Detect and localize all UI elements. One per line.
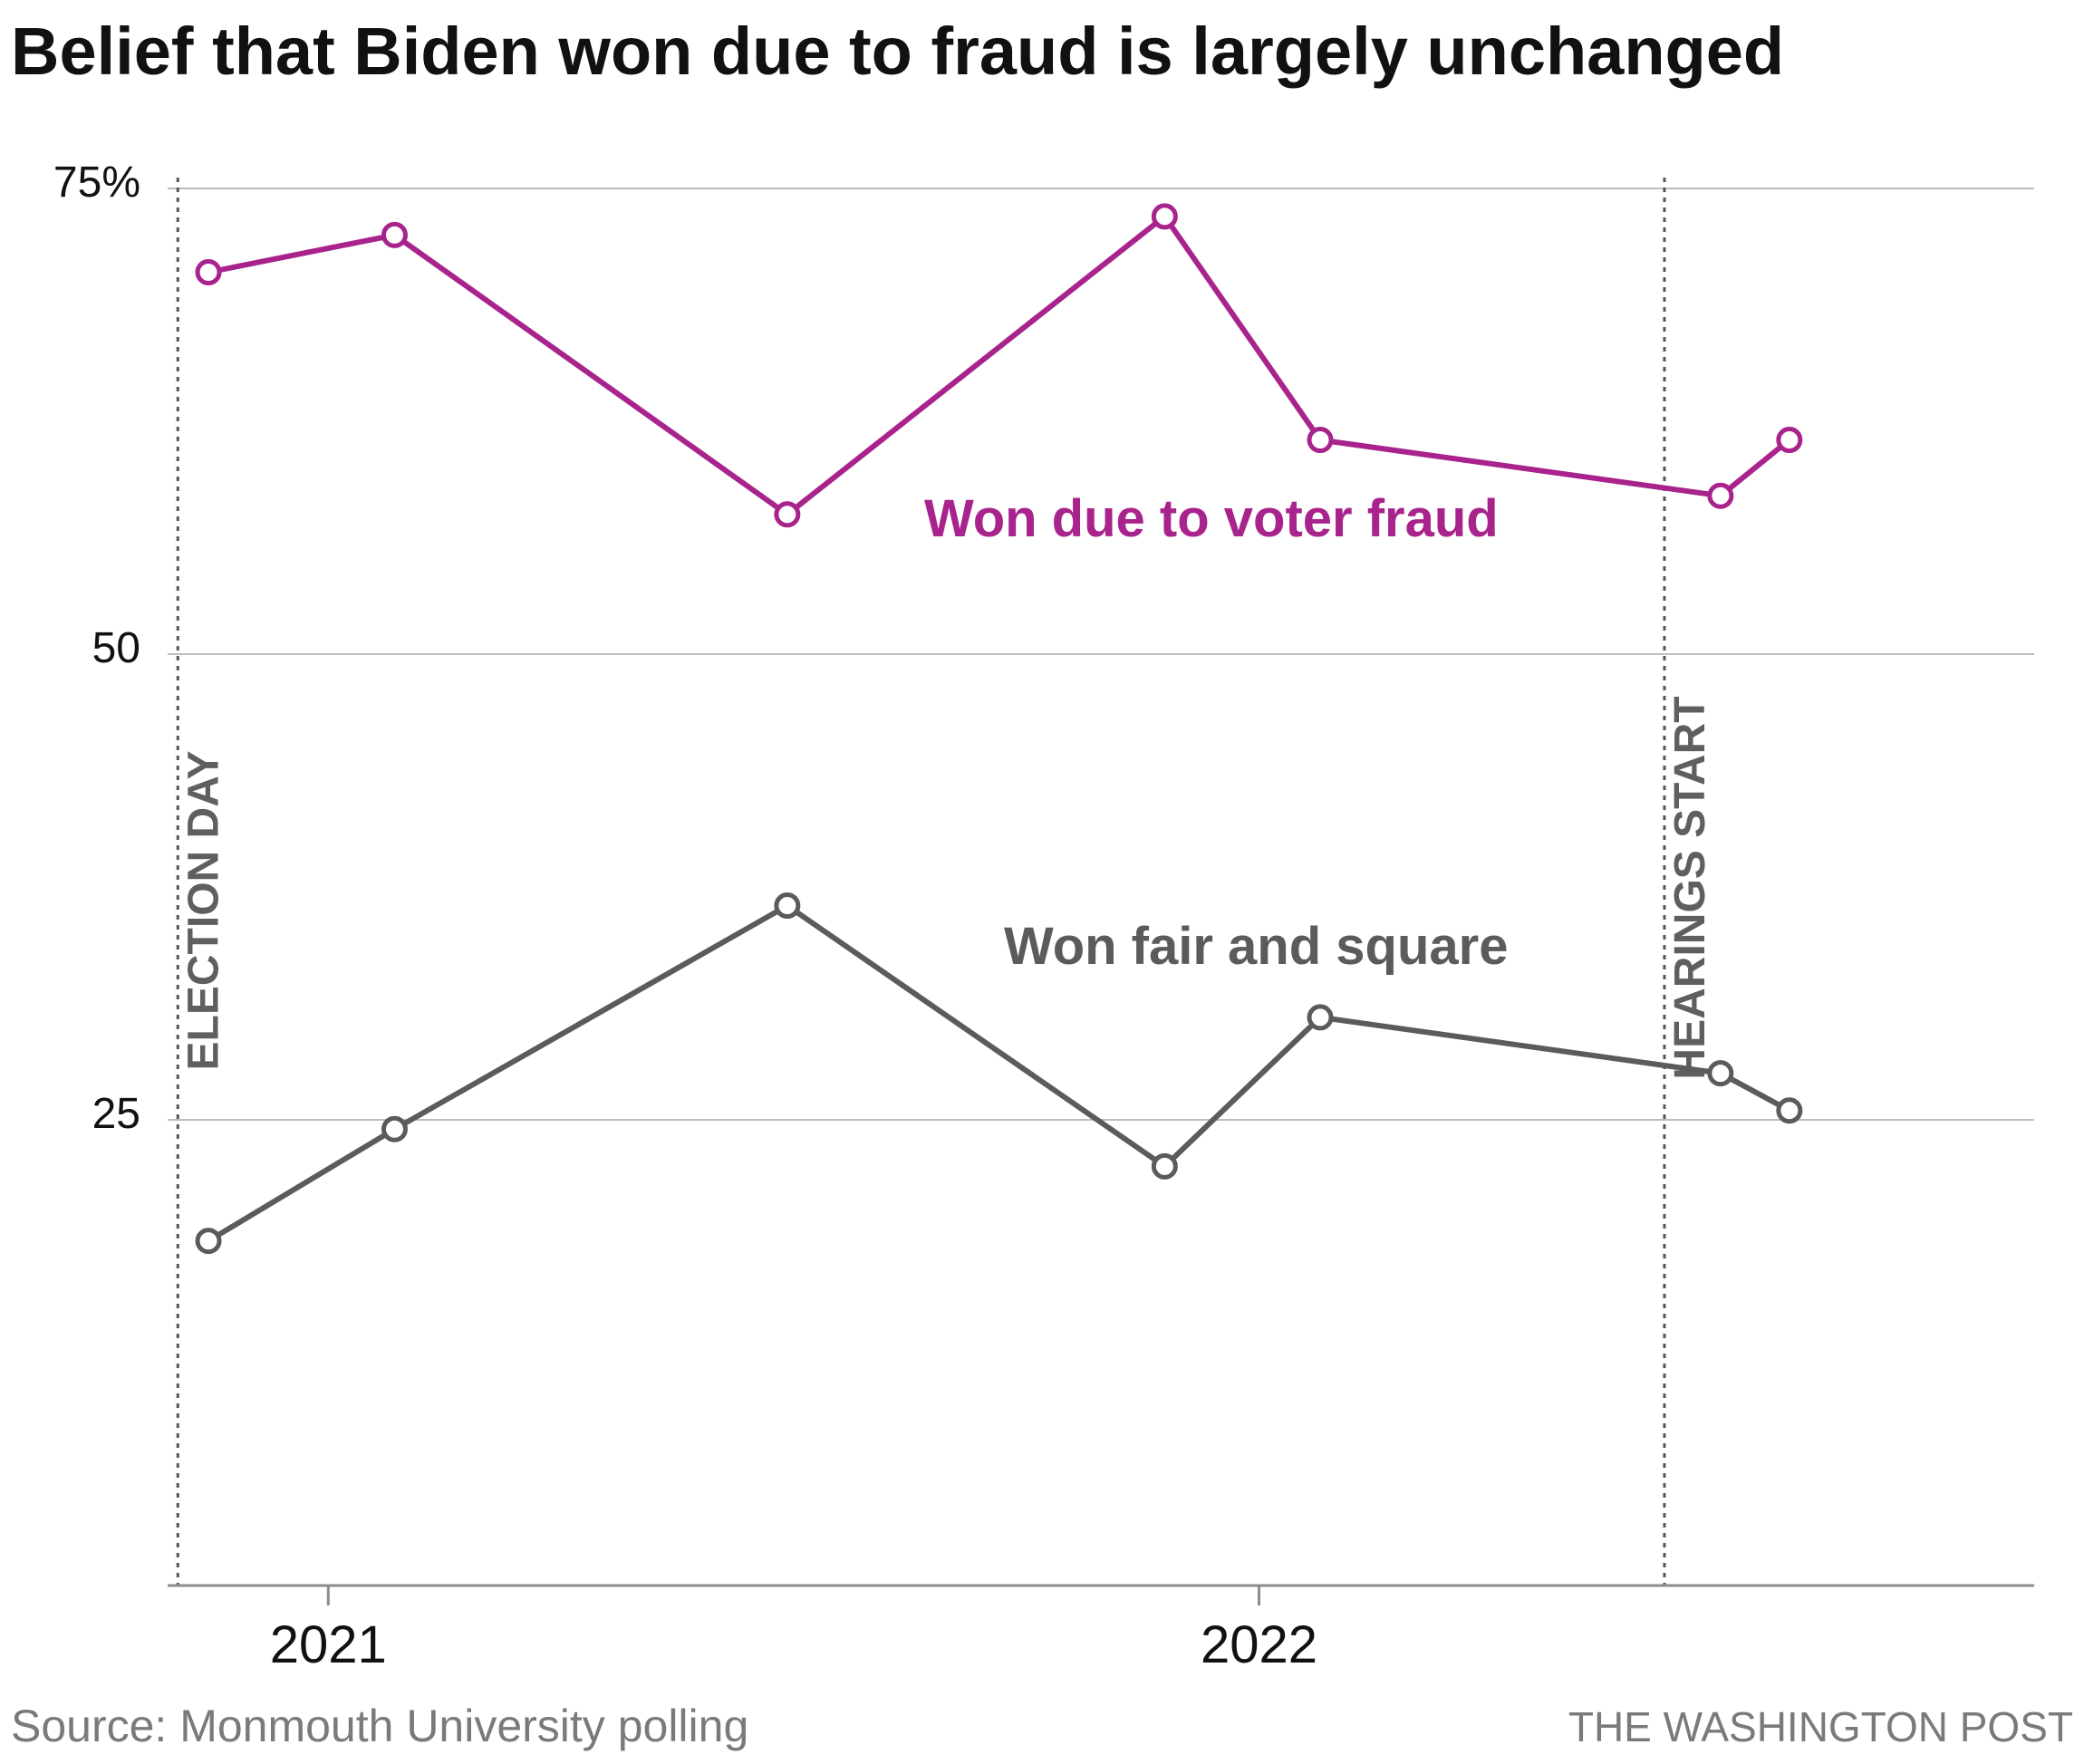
series-label: Won due to voter fraud (924, 489, 1499, 548)
x-tick-label: 2022 (1201, 1615, 1317, 1674)
data-point (774, 892, 801, 920)
data-point (1707, 1060, 1734, 1087)
x-tick-label: 2021 (270, 1615, 387, 1674)
gridlines (168, 188, 2034, 1121)
event-label: ELECTION DAY (179, 751, 227, 1071)
y-tick-label: 25 (92, 1090, 140, 1138)
series-line (207, 213, 1791, 517)
series-labels: Won due to voter fraud Won fair and squar… (924, 489, 1508, 976)
data-point (1776, 1097, 1803, 1124)
data-point (195, 1228, 222, 1255)
y-tick-label: 50 (92, 624, 140, 672)
series-label: Won fair and square (1004, 917, 1508, 976)
data-point (381, 1115, 408, 1142)
data-point (1307, 1004, 1334, 1031)
data-point (381, 221, 408, 248)
data-point (1707, 482, 1734, 509)
source-note: Source: Monmouth University polling (11, 1701, 748, 1751)
event-label: HEARINGS START (1666, 696, 1714, 1079)
data-point (1776, 427, 1803, 454)
series-line (207, 902, 1791, 1244)
data-point (1151, 203, 1178, 230)
event-markers: ELECTION DAY HEARINGS START (176, 178, 1714, 1586)
axes: 75% 50 25 2021 2022 (53, 159, 2034, 1674)
y-tick-label: 75% (53, 159, 140, 207)
series-layer (195, 203, 1803, 1255)
data-point (195, 259, 222, 286)
data-point (1151, 1152, 1178, 1180)
data-point (774, 501, 801, 528)
publisher-credit: THE WASHINGTON POST (1568, 1703, 2073, 1750)
data-point (1307, 427, 1334, 454)
chart-title: Belief that Biden won due to fraud is la… (11, 14, 1784, 89)
